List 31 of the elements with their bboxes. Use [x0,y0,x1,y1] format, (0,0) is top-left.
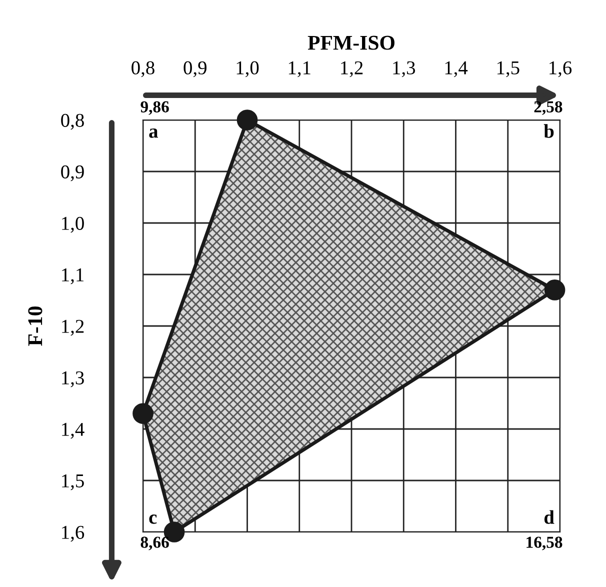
text: 8,66 [140,536,169,550]
x-tick-label: 0,8 [132,61,154,78]
annotation: b [544,124,554,138]
y-tick-label: 1,2 [62,320,84,336]
point [544,280,566,300]
y-tick-label: 0,9 [61,165,84,182]
y-axis-title: F-10 [28,306,42,346]
x-axis-title: PFM-ISO [308,36,394,50]
annotation: c [149,514,157,524]
x-tick-label: 1,3 [393,61,416,78]
y-tick-label: 1,5 [62,474,84,490]
annotation: d [544,510,554,524]
text: 16,58 [526,536,562,550]
point [236,110,258,130]
y-tick-label: 1,1 [62,268,84,284]
x-tick-label: 1,1 [288,61,310,78]
annotation: a [149,128,158,138]
y-tick-label: 1,0 [62,216,84,233]
y-tick-label: 1,4 [62,422,84,439]
x-tick-label: 1,0 [236,61,259,78]
x-tick-label: 1,4 [445,61,468,78]
point [132,403,154,424]
y-tick-label: 1,3 [62,371,84,388]
x-tick-label: 1,6 [550,61,572,78]
y-tick-label: 0,8 [61,114,84,130]
x-tick-label: 1,5 [497,61,520,78]
text: 2,58 [534,101,562,115]
y-tick-label: 1,6 [62,526,84,542]
x-tick-label: 1,2 [341,61,363,78]
text: 9,86 [140,101,169,115]
x-tick-label: 0,9 [184,61,206,78]
